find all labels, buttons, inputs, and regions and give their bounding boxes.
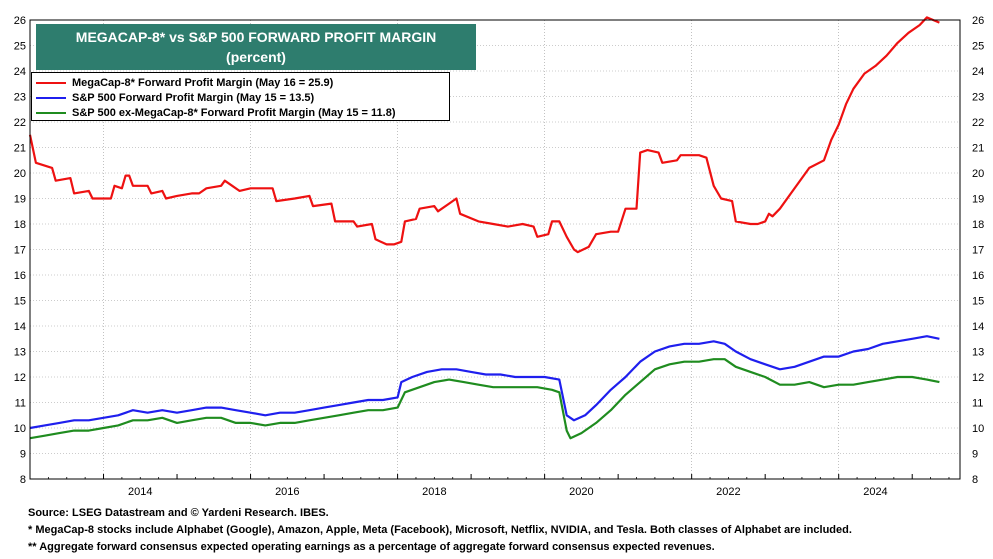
y-tick-label-left: 21 — [14, 143, 26, 155]
y-tick-label-left: 18 — [14, 219, 26, 231]
y-tick-label-left: 10 — [14, 423, 26, 435]
y-axis-right: 8 9 10 11 12 13 14 15 16 17 18 19 20 21 22 23 24 25 26 — [972, 15, 984, 486]
y-tick-label-left: 14 — [14, 321, 26, 333]
legend-swatch-sp500 — [36, 96, 66, 99]
y-tick-label-right: 19 — [972, 194, 984, 206]
y-tick-label-left: 15 — [14, 296, 26, 308]
footnote-aggregate: ** Aggregate forward consensus expected … — [28, 541, 715, 553]
chart-subtitle: (percent) — [226, 49, 286, 65]
x-tick-label: 2024 — [863, 486, 887, 498]
y-tick-label-left: 8 — [20, 474, 26, 486]
legend-label-megacap: MegaCap-8* Forward Profit Margin (May 16… — [72, 76, 334, 89]
legend-entry-sp500-ex: S&P 500 ex-MegaCap-8* Forward Profit Mar… — [36, 105, 445, 120]
x-tick-label: 2018 — [422, 486, 446, 498]
legend-swatch-megacap — [36, 81, 66, 84]
series-line-sp500-ex — [29, 358, 940, 440]
y-tick-label-left: 23 — [14, 92, 26, 104]
y-tick-label-left: 16 — [14, 270, 26, 282]
x-tick-label: 2022 — [716, 486, 740, 498]
series-line-sp500 — [29, 335, 940, 430]
y-tick-label-right: 8 — [972, 474, 978, 486]
chart-title: MEGACAP-8* vs S&P 500 FORWARD PROFIT MAR… — [75, 29, 437, 45]
plot-frame — [29, 19, 961, 480]
legend-entry-megacap: MegaCap-8* Forward Profit Margin (May 16… — [36, 75, 445, 90]
y-axis-left: 8 9 10 11 12 13 14 15 16 17 18 19 20 21 22 23 24 25 26 — [14, 15, 26, 486]
legend-swatch-sp500-ex — [36, 111, 66, 114]
y-tick-label-right: 26 — [972, 15, 984, 27]
y-tick-label-left: 25 — [14, 41, 26, 53]
y-tick-label-left: 17 — [14, 245, 26, 257]
y-tick-label-right: 25 — [972, 41, 984, 53]
source-note: Source: LSEG Datastream and © Yardeni Re… — [28, 507, 329, 519]
y-tick-label-left: 9 — [20, 449, 26, 461]
y-tick-label-right: 17 — [972, 245, 984, 257]
chart-title-box: MEGACAP-8* vs S&P 500 FORWARD PROFIT MAR… — [36, 24, 476, 70]
y-tick-label-left: 20 — [14, 168, 26, 180]
x-tick-label: 2016 — [275, 486, 299, 498]
y-tick-label-left: 13 — [14, 347, 26, 359]
y-tick-label-right: 20 — [972, 168, 984, 180]
y-tick-label-right: 10 — [972, 423, 984, 435]
y-tick-label-right: 9 — [972, 449, 978, 461]
series-layer — [28, 16, 940, 440]
y-tick-label-right: 18 — [972, 219, 984, 231]
y-tick-label-left: 19 — [14, 194, 26, 206]
x-tick-label: 2014 — [128, 486, 152, 498]
y-tick-label-left: 12 — [14, 372, 26, 384]
series-line-megacap — [28, 16, 940, 254]
x-axis: 2014 2016 2018 2020 2022 2024 — [29, 474, 950, 498]
legend-label-sp500-ex: S&P 500 ex-MegaCap-8* Forward Profit Mar… — [72, 106, 396, 119]
y-tick-label-left: 22 — [14, 117, 26, 129]
y-tick-label-right: 24 — [972, 66, 984, 78]
y-tick-label-right: 16 — [972, 270, 984, 282]
legend-entry-sp500: S&P 500 Forward Profit Margin (May 15 = … — [36, 90, 445, 105]
footer: Source: LSEG Datastream and © Yardeni Re… — [28, 505, 852, 556]
legend: MegaCap-8* Forward Profit Margin (May 16… — [31, 72, 450, 121]
y-tick-label-right: 12 — [972, 372, 984, 384]
y-tick-label-right: 22 — [972, 117, 984, 129]
legend-label-sp500: S&P 500 Forward Profit Margin (May 15 = … — [72, 91, 315, 104]
y-tick-label-right: 14 — [972, 321, 984, 333]
y-tick-label-right: 23 — [972, 92, 984, 104]
y-tick-label-right: 13 — [972, 347, 984, 359]
y-tick-label-right: 21 — [972, 143, 984, 155]
footnote-megacap: * MegaCap-8 stocks include Alphabet (Goo… — [28, 524, 852, 536]
x-tick-label: 2020 — [569, 486, 593, 498]
y-tick-label-right: 15 — [972, 296, 984, 308]
y-tick-label-left: 24 — [14, 66, 26, 78]
y-tick-label-right: 11 — [972, 398, 983, 410]
y-tick-label-left: 26 — [14, 15, 26, 27]
y-tick-label-left: 11 — [15, 398, 26, 410]
